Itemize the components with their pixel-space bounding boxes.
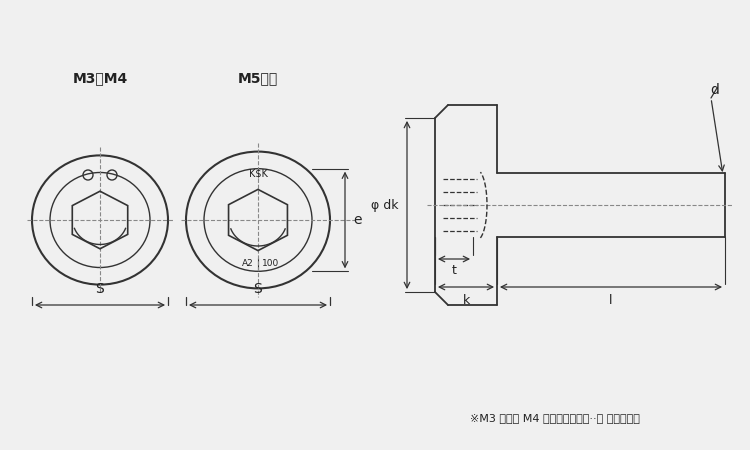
Text: e: e [352,213,362,227]
Text: M3、M4: M3、M4 [72,71,128,85]
Text: d: d [710,83,719,97]
Text: S: S [96,282,104,296]
Text: 100: 100 [262,260,279,269]
Text: ※M3 および M4 は識別刷印が「··」 になります: ※M3 および M4 は識別刷印が「··」 になります [470,413,640,423]
Text: S: S [254,282,262,296]
Text: K$K: K$K [248,169,268,179]
Text: A2: A2 [242,260,254,269]
Text: φ dk: φ dk [371,198,399,211]
Text: k: k [462,293,470,306]
Text: M5以上: M5以上 [238,71,278,85]
Text: l: l [609,293,613,306]
Text: t: t [452,265,457,278]
